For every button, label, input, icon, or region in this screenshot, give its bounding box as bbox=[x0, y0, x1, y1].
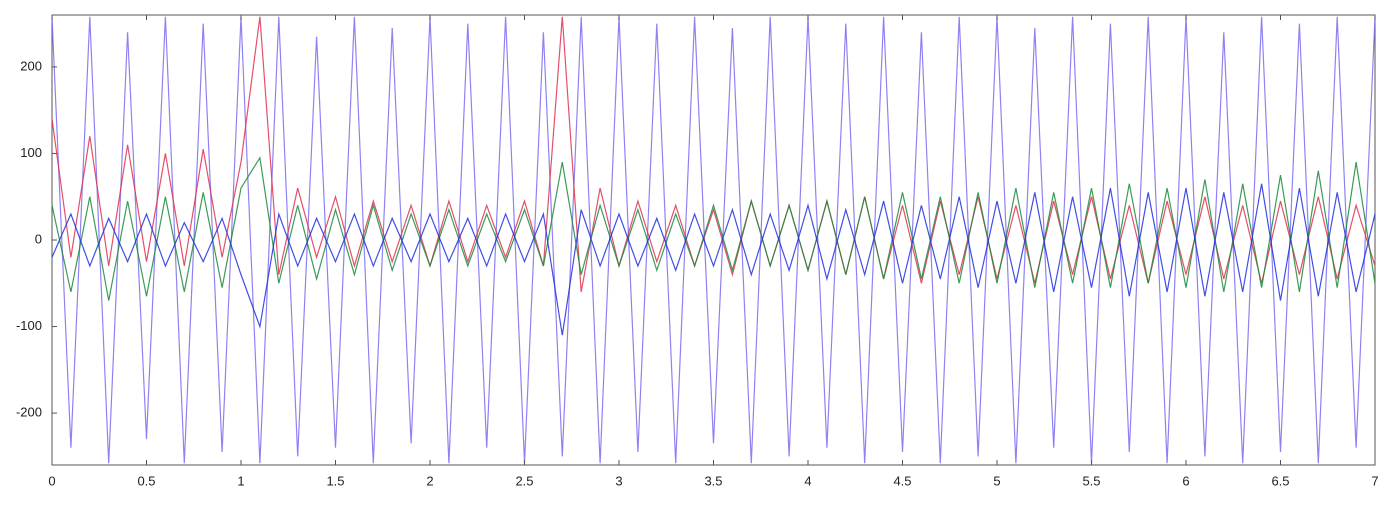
x-tick-label: 1.5 bbox=[326, 473, 344, 488]
x-tick-label: 6 bbox=[1182, 473, 1189, 488]
x-tick-label: 0 bbox=[48, 473, 55, 488]
x-tick-label: 5 bbox=[993, 473, 1000, 488]
x-tick-label: 3.5 bbox=[704, 473, 722, 488]
x-tick-label: 4.5 bbox=[893, 473, 911, 488]
x-tick-label: 7 bbox=[1371, 473, 1378, 488]
y-tick-label: -200 bbox=[16, 405, 42, 420]
series-line bbox=[51, 183, 1376, 336]
x-tick-label: 4 bbox=[804, 473, 811, 488]
x-tick-label: 6.5 bbox=[1271, 473, 1289, 488]
y-tick-label: -100 bbox=[16, 318, 42, 333]
x-tick-label: 2.5 bbox=[515, 473, 533, 488]
x-tick-label: 1 bbox=[237, 473, 244, 488]
series-line bbox=[51, 16, 1376, 464]
y-tick-label: 200 bbox=[20, 58, 42, 73]
x-tick-label: 5.5 bbox=[1082, 473, 1100, 488]
y-tick-label: 0 bbox=[35, 231, 42, 246]
y-tick-label: 100 bbox=[20, 145, 42, 160]
x-tick-label: 0.5 bbox=[137, 473, 155, 488]
x-tick-label: 3 bbox=[615, 473, 622, 488]
x-tick-label: 2 bbox=[426, 473, 433, 488]
series-line bbox=[51, 16, 1376, 293]
series-line bbox=[51, 156, 1376, 301]
